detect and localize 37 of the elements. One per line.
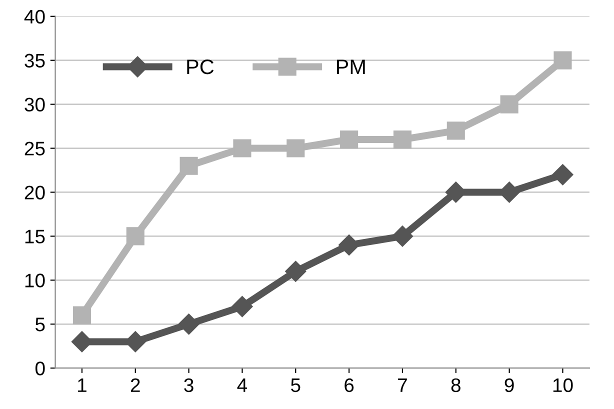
y-tick-label: 10 <box>25 274 45 288</box>
y-tick-label: 15 <box>25 230 45 244</box>
x-tick-label: 5 <box>291 378 300 392</box>
y-tick-label: 30 <box>24 98 45 112</box>
point <box>178 314 200 335</box>
x-tick-label: 6 <box>344 378 354 392</box>
point <box>180 156 198 175</box>
point <box>446 122 465 140</box>
point <box>500 95 518 114</box>
y-tick-label: 5 <box>36 318 45 332</box>
y-tick-label: 40 <box>24 10 45 24</box>
x-tick-label: 2 <box>130 378 140 392</box>
x-tick-label: 4 <box>237 378 248 392</box>
x-tick-label: 1 <box>78 378 86 392</box>
point <box>392 226 413 247</box>
point <box>286 139 305 158</box>
x-tick-label: 10 <box>553 378 573 392</box>
point <box>552 164 574 186</box>
y-tick-label: 20 <box>24 186 45 200</box>
point <box>338 234 360 256</box>
point <box>340 130 358 148</box>
point <box>72 306 91 324</box>
point <box>126 227 144 246</box>
x-tick-label: 9 <box>504 378 514 392</box>
point <box>233 139 252 158</box>
x-tick-label: 8 <box>451 378 460 392</box>
point <box>232 296 253 318</box>
x-tick-label: 7 <box>398 378 407 392</box>
point <box>393 130 412 148</box>
x-tick-label: 3 <box>184 378 194 392</box>
point <box>285 260 306 282</box>
legend-label: PC <box>187 60 214 74</box>
legend-label: PM <box>336 60 365 74</box>
point <box>554 51 572 70</box>
y-tick-label: 35 <box>24 54 45 68</box>
y-tick-label: 0 <box>35 362 45 376</box>
y-tick-label: 25 <box>24 142 45 156</box>
